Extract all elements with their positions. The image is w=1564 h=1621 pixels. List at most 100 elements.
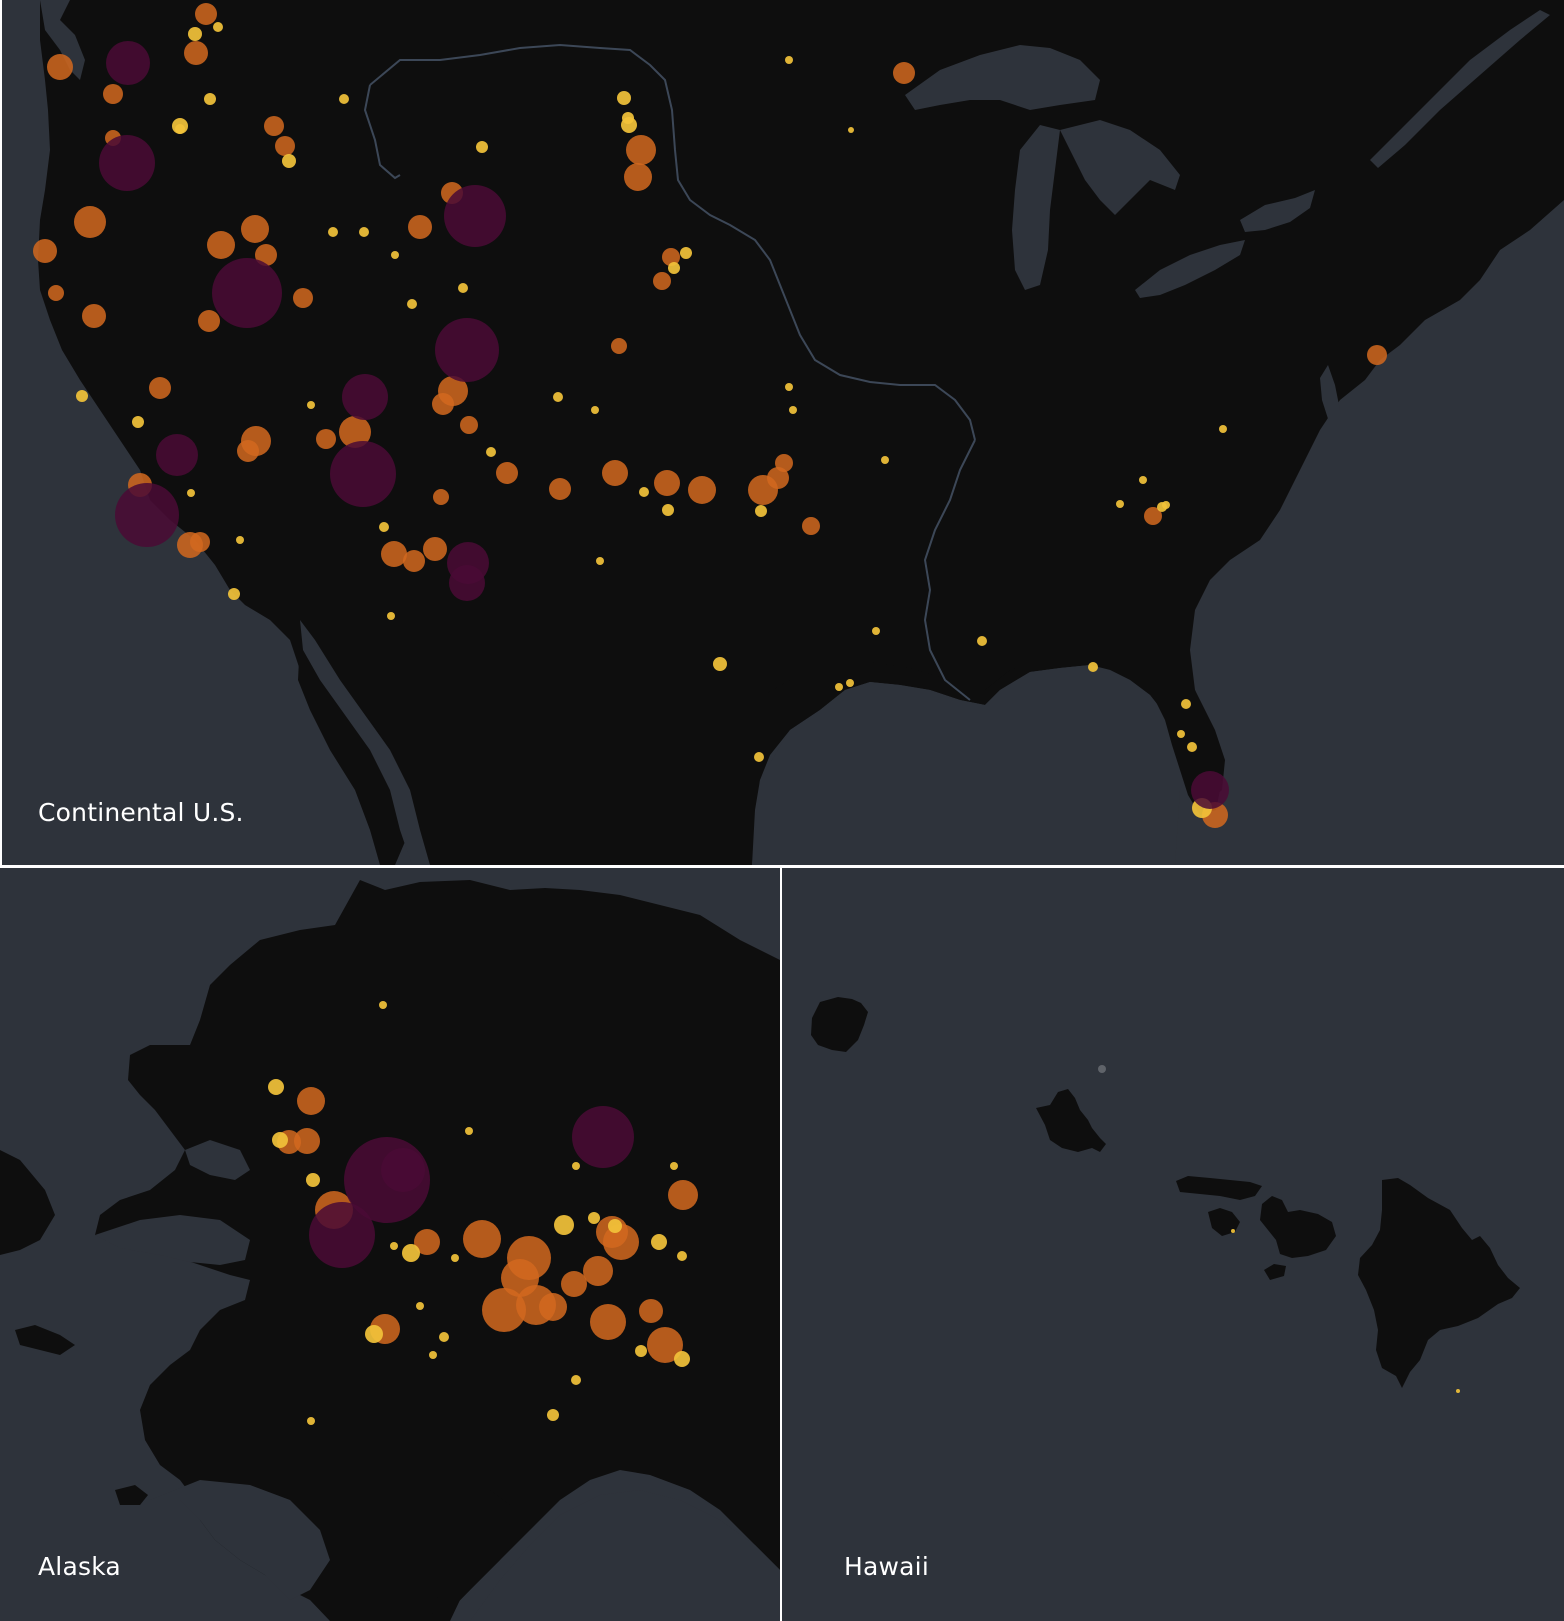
fire-marker-medium[interactable] xyxy=(255,244,277,266)
fire-marker-medium[interactable] xyxy=(624,163,652,191)
fire-marker-medium[interactable] xyxy=(654,470,680,496)
fire-marker-medium[interactable] xyxy=(602,460,628,486)
fire-marker-small[interactable] xyxy=(553,392,563,402)
fire-marker-small[interactable] xyxy=(387,612,395,620)
fire-marker-small[interactable] xyxy=(465,1127,473,1135)
fire-marker-small[interactable] xyxy=(306,1173,320,1187)
map-panel-continental-us[interactable]: Continental U.S. xyxy=(2,0,1564,865)
fire-marker-small[interactable] xyxy=(486,447,496,457)
fire-marker-small[interactable] xyxy=(670,1162,678,1170)
fire-markers-continental[interactable] xyxy=(33,3,1387,828)
fire-marker-small[interactable] xyxy=(379,522,389,532)
fire-marker-medium[interactable] xyxy=(647,1327,683,1363)
fire-marker-small[interactable] xyxy=(476,141,488,153)
continental-us-map[interactable] xyxy=(2,0,1564,865)
fire-marker-large[interactable] xyxy=(1191,771,1229,809)
fire-marker-small[interactable] xyxy=(1177,730,1185,738)
fire-marker-medium[interactable] xyxy=(198,310,220,332)
fire-marker-small[interactable] xyxy=(588,1212,600,1224)
fire-marker-medium[interactable] xyxy=(662,248,680,266)
fire-marker-large[interactable] xyxy=(212,258,282,328)
fire-marker-small[interactable] xyxy=(680,247,692,259)
map-panel-hawaii[interactable]: Hawaii xyxy=(782,868,1564,1621)
fire-marker-small[interactable] xyxy=(785,383,793,391)
fire-marker-small[interactable] xyxy=(639,487,649,497)
fire-marker-large[interactable] xyxy=(572,1106,634,1168)
fire-marker-medium[interactable] xyxy=(893,62,915,84)
fire-marker-small[interactable] xyxy=(307,401,315,409)
fire-marker-medium[interactable] xyxy=(603,1224,639,1260)
fire-marker-medium[interactable] xyxy=(626,135,656,165)
fire-marker-medium[interactable] xyxy=(1367,345,1387,365)
fire-marker-small[interactable] xyxy=(379,1001,387,1009)
fire-marker-small[interactable] xyxy=(1187,742,1197,752)
fire-marker-small[interactable] xyxy=(668,262,680,274)
fire-marker-large[interactable] xyxy=(342,374,388,420)
fire-marker-small[interactable] xyxy=(282,154,296,168)
fire-marker-medium[interactable] xyxy=(463,1220,501,1258)
fire-marker-small[interactable] xyxy=(365,1325,383,1343)
fire-marker-small[interactable] xyxy=(835,683,843,691)
fire-marker-medium[interactable] xyxy=(539,1293,567,1321)
fire-marker-small[interactable] xyxy=(848,127,854,133)
fire-marker-medium[interactable] xyxy=(184,41,208,65)
fire-marker-small[interactable] xyxy=(451,1254,459,1262)
fire-marker-small[interactable] xyxy=(1219,425,1227,433)
fire-marker-small[interactable] xyxy=(1181,699,1191,709)
fire-marker-small[interactable] xyxy=(674,1351,690,1367)
fire-marker-small[interactable] xyxy=(439,1332,449,1342)
fire-marker-small[interactable] xyxy=(1162,501,1170,509)
fire-marker-medium[interactable] xyxy=(590,1304,626,1340)
fire-marker-small[interactable] xyxy=(402,1244,420,1262)
fire-marker-medium[interactable] xyxy=(264,116,284,136)
fire-marker-small[interactable] xyxy=(677,1251,687,1261)
fire-marker-small[interactable] xyxy=(272,1132,288,1148)
fire-marker-small[interactable] xyxy=(268,1079,284,1095)
fire-marker-large[interactable] xyxy=(156,434,198,476)
fire-marker-small[interactable] xyxy=(407,299,417,309)
fire-marker-small[interactable] xyxy=(571,1375,581,1385)
fire-marker-medium[interactable] xyxy=(403,550,425,572)
fire-marker-small[interactable] xyxy=(977,636,987,646)
fire-marker-small[interactable] xyxy=(328,227,338,237)
fire-marker-large[interactable] xyxy=(444,185,506,247)
fire-marker-small[interactable] xyxy=(391,251,399,259)
fire-marker-small[interactable] xyxy=(132,416,144,428)
fire-marker-medium[interactable] xyxy=(103,84,123,104)
fire-marker-small[interactable] xyxy=(662,504,674,516)
fire-marker-large[interactable] xyxy=(435,318,499,382)
fire-marker-small[interactable] xyxy=(622,112,634,124)
fire-marker-small[interactable] xyxy=(547,1409,559,1421)
fire-marker-medium[interactable] xyxy=(195,3,217,25)
fire-marker-medium[interactable] xyxy=(293,288,313,308)
fire-marker-large[interactable] xyxy=(330,441,396,507)
fire-marker-medium[interactable] xyxy=(1144,507,1162,525)
fire-marker-medium[interactable] xyxy=(432,393,454,415)
fire-marker-medium[interactable] xyxy=(82,304,106,328)
fire-marker-small[interactable] xyxy=(596,557,604,565)
fire-marker-medium[interactable] xyxy=(668,1180,698,1210)
fire-marker-small[interactable] xyxy=(1116,500,1124,508)
fire-marker-small[interactable] xyxy=(617,91,631,105)
fire-marker-small[interactable] xyxy=(228,588,240,600)
fire-marker-medium[interactable] xyxy=(482,1288,526,1332)
fire-markers-alaska[interactable] xyxy=(268,1001,698,1425)
fire-marker-small[interactable] xyxy=(881,456,889,464)
fire-marker-medium[interactable] xyxy=(583,1256,613,1286)
fire-marker-small[interactable] xyxy=(390,1242,398,1250)
fire-marker-medium[interactable] xyxy=(408,215,432,239)
fire-marker-medium[interactable] xyxy=(767,467,789,489)
fire-marker-large[interactable] xyxy=(99,135,155,191)
alaska-map[interactable] xyxy=(0,868,780,1621)
fire-marker-medium[interactable] xyxy=(294,1128,320,1154)
fire-marker-medium[interactable] xyxy=(653,272,671,290)
fire-marker-small[interactable] xyxy=(429,1351,437,1359)
fire-marker-large[interactable] xyxy=(115,483,179,547)
fire-marker-small[interactable] xyxy=(76,390,88,402)
fire-marker-small[interactable] xyxy=(635,1345,647,1357)
fire-marker-small[interactable] xyxy=(307,1417,315,1425)
fire-marker-medium[interactable] xyxy=(802,517,820,535)
fire-marker-medium[interactable] xyxy=(688,476,716,504)
fire-marker-medium[interactable] xyxy=(339,416,371,448)
fire-marker-small[interactable] xyxy=(236,536,244,544)
